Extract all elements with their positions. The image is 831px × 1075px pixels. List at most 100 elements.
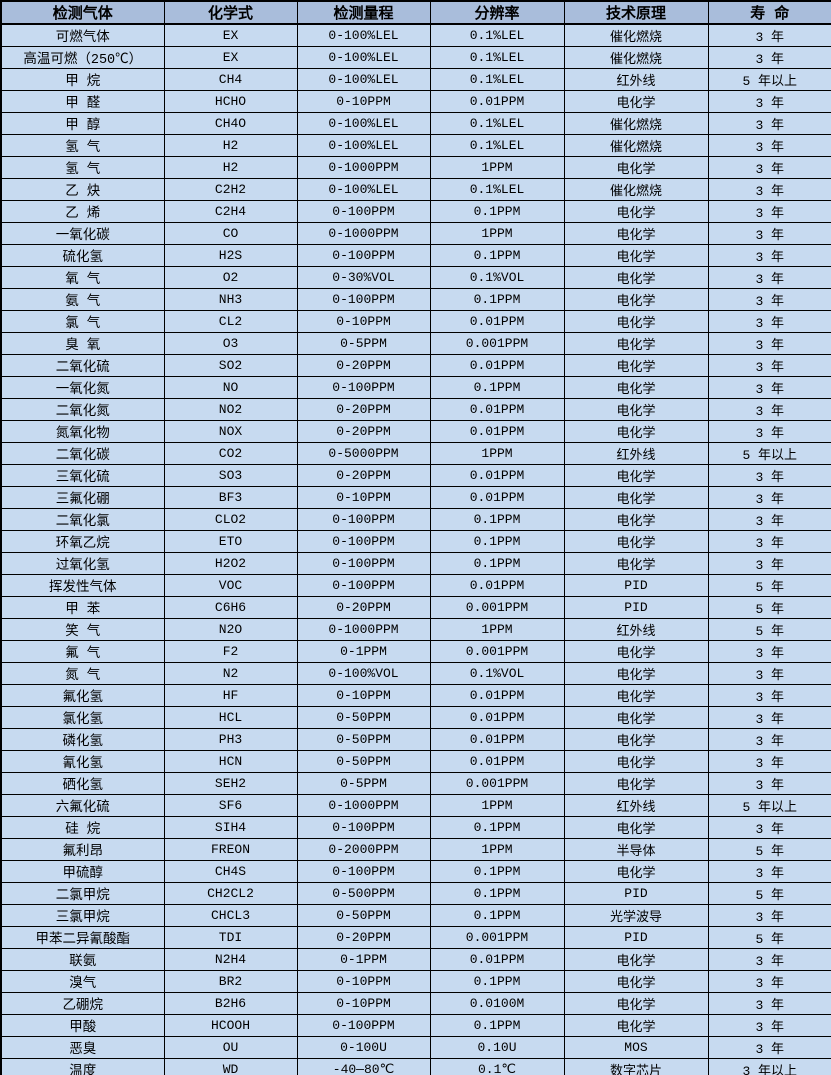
cell-formula: N2H4 xyxy=(163,948,298,971)
cell-gas: 溴气 xyxy=(0,970,165,993)
cell-resolution: 0.01PPM xyxy=(429,310,565,333)
cell-resolution: 0.01PPM xyxy=(429,464,565,487)
cell-formula: SO3 xyxy=(163,464,298,487)
cell-gas: 挥发性气体 xyxy=(0,574,165,597)
cell-gas: 联氨 xyxy=(0,948,165,971)
table-row: 氨 气 NH3 0-100PPM 0.1PPM 电化学 3 年 xyxy=(0,288,831,311)
cell-range: 0-1000PPM xyxy=(296,156,431,179)
cell-lifespan: 3 年 xyxy=(707,464,831,487)
column-header-resolution: 分辨率 xyxy=(429,0,565,25)
cell-principle: 红外线 xyxy=(563,618,709,641)
cell-lifespan: 5 年 xyxy=(707,882,831,905)
cell-range: 0-20PPM xyxy=(296,596,431,619)
cell-gas: 可燃气体 xyxy=(0,23,165,47)
table-row: 氰化氢 HCN 0-50PPM 0.01PPM 电化学 3 年 xyxy=(0,750,831,773)
cell-resolution: 0.1%LEL xyxy=(429,112,565,135)
cell-lifespan: 3 年 xyxy=(707,772,831,795)
cell-formula: N2O xyxy=(163,618,298,641)
cell-principle: 电化学 xyxy=(563,970,709,993)
cell-lifespan: 3 年 xyxy=(707,728,831,751)
cell-principle: 电化学 xyxy=(563,266,709,289)
cell-formula: HCHO xyxy=(163,90,298,113)
cell-gas: 一氧化氮 xyxy=(0,376,165,399)
cell-formula: SEH2 xyxy=(163,772,298,795)
cell-formula: TDI xyxy=(163,926,298,949)
cell-range: 0-1PPM xyxy=(296,640,431,663)
table-row: 甲 烷 CH4 0-100%LEL 0.1%LEL 红外线 5 年以上 xyxy=(0,68,831,91)
cell-lifespan: 3 年 xyxy=(707,662,831,685)
cell-gas: 氢 气 xyxy=(0,134,165,157)
cell-gas: 甲 苯 xyxy=(0,596,165,619)
cell-range: 0-100PPM xyxy=(296,1014,431,1037)
cell-resolution: 0.001PPM xyxy=(429,596,565,619)
table-row: 挥发性气体 VOC 0-100PPM 0.01PPM PID 5 年 xyxy=(0,574,831,597)
cell-range: 0-50PPM xyxy=(296,706,431,729)
cell-range: 0-20PPM xyxy=(296,354,431,377)
table-header-row: 检测气体 化学式 检测量程 分辨率 技术原理 寿 命 xyxy=(0,0,831,25)
cell-formula: HF xyxy=(163,684,298,707)
cell-resolution: 0.01PPM xyxy=(429,948,565,971)
cell-range: 0-5PPM xyxy=(296,332,431,355)
cell-gas: 一氧化碳 xyxy=(0,222,165,245)
cell-range: 0-100U xyxy=(296,1036,431,1059)
cell-gas: 甲 烷 xyxy=(0,68,165,91)
table-row: 氟 气 F2 0-1PPM 0.001PPM 电化学 3 年 xyxy=(0,640,831,663)
cell-gas: 氯 气 xyxy=(0,310,165,333)
cell-formula: CH2CL2 xyxy=(163,882,298,905)
cell-resolution: 0.01PPM xyxy=(429,90,565,113)
cell-gas: 笑 气 xyxy=(0,618,165,641)
cell-resolution: 1PPM xyxy=(429,794,565,817)
cell-principle: 电化学 xyxy=(563,90,709,113)
cell-resolution: 1PPM xyxy=(429,838,565,861)
cell-lifespan: 5 年 xyxy=(707,618,831,641)
cell-range: 0-100PPM xyxy=(296,288,431,311)
cell-lifespan: 3 年以上 xyxy=(707,1058,831,1075)
cell-principle: 电化学 xyxy=(563,530,709,553)
cell-resolution: 0.1%VOL xyxy=(429,266,565,289)
cell-range: 0-100PPM xyxy=(296,244,431,267)
cell-principle: 催化燃烧 xyxy=(563,112,709,135)
cell-formula: CH4 xyxy=(163,68,298,91)
cell-resolution: 0.1PPM xyxy=(429,1014,565,1037)
cell-formula: SIH4 xyxy=(163,816,298,839)
cell-gas: 氟化氢 xyxy=(0,684,165,707)
cell-gas: 二氯甲烷 xyxy=(0,882,165,905)
cell-gas: 乙硼烷 xyxy=(0,992,165,1015)
cell-range: 0-10PPM xyxy=(296,486,431,509)
cell-range: 0-100%LEL xyxy=(296,134,431,157)
cell-range: 0-100%LEL xyxy=(296,178,431,201)
cell-lifespan: 5 年以上 xyxy=(707,68,831,91)
cell-formula: NO2 xyxy=(163,398,298,421)
cell-lifespan: 3 年 xyxy=(707,486,831,509)
cell-formula: VOC xyxy=(163,574,298,597)
cell-formula: CO2 xyxy=(163,442,298,465)
cell-resolution: 0.0100M xyxy=(429,992,565,1015)
cell-gas: 恶臭 xyxy=(0,1036,165,1059)
table-row: 乙硼烷 B2H6 0-10PPM 0.0100M 电化学 3 年 xyxy=(0,992,831,1015)
cell-formula: CHCL3 xyxy=(163,904,298,927)
cell-gas: 氮 气 xyxy=(0,662,165,685)
table-row: 二氧化碳 CO2 0-5000PPM 1PPM 红外线 5 年以上 xyxy=(0,442,831,465)
cell-range: 0-5000PPM xyxy=(296,442,431,465)
cell-gas: 甲 醇 xyxy=(0,112,165,135)
cell-lifespan: 3 年 xyxy=(707,552,831,575)
cell-lifespan: 3 年 xyxy=(707,354,831,377)
table-row: 磷化氢 PH3 0-50PPM 0.01PPM 电化学 3 年 xyxy=(0,728,831,751)
cell-range: 0-10PPM xyxy=(296,992,431,1015)
cell-gas: 三氟化硼 xyxy=(0,486,165,509)
cell-principle: 电化学 xyxy=(563,860,709,883)
cell-principle: 电化学 xyxy=(563,772,709,795)
cell-principle: 电化学 xyxy=(563,332,709,355)
cell-resolution: 0.01PPM xyxy=(429,684,565,707)
cell-principle: 电化学 xyxy=(563,244,709,267)
cell-lifespan: 3 年 xyxy=(707,970,831,993)
cell-principle: 光学波导 xyxy=(563,904,709,927)
cell-resolution: 0.1%LEL xyxy=(429,46,565,69)
cell-lifespan: 3 年 xyxy=(707,200,831,223)
cell-range: 0-100PPM xyxy=(296,200,431,223)
cell-principle: 数字芯片 xyxy=(563,1058,709,1075)
cell-formula: CLO2 xyxy=(163,508,298,531)
table-row: 六氟化硫 SF6 0-1000PPM 1PPM 红外线 5 年以上 xyxy=(0,794,831,817)
table-row: 高温可燃（250℃） EX 0-100%LEL 0.1%LEL 催化燃烧 3 年 xyxy=(0,46,831,69)
cell-formula: FREON xyxy=(163,838,298,861)
